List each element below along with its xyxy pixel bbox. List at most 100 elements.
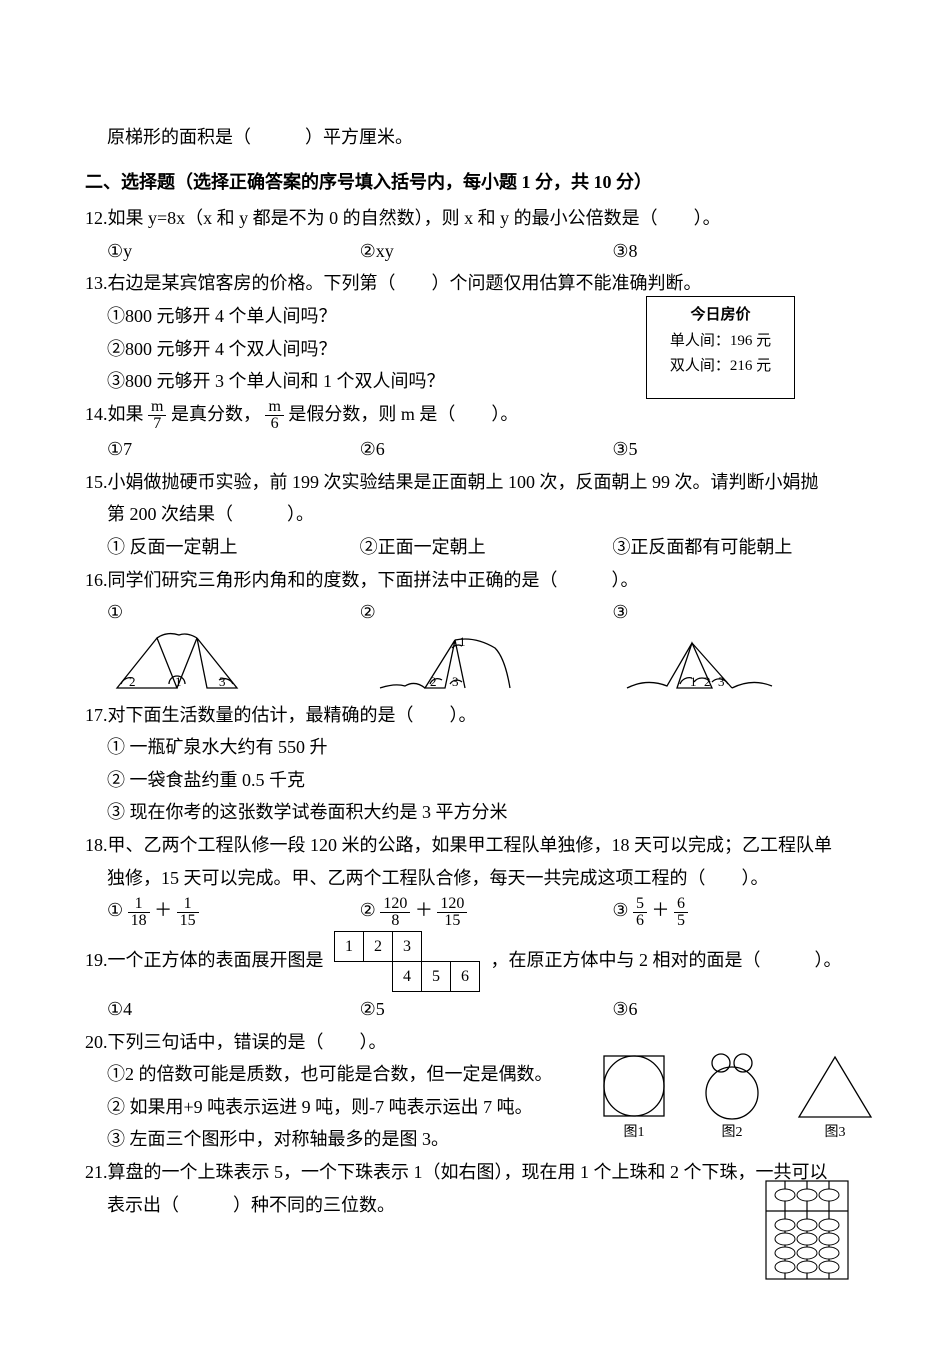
q20-label-c: 图3 [795,1121,875,1145]
q16-svg-a: 2 1 3 [107,628,267,698]
q20-block: 20.下列三句话中，错误的是（ ）。 ①2 的倍数可能是质数，也可能是合数，但一… [85,1027,865,1155]
q20-shape-c: 图3 [795,1051,875,1145]
q18-a-pre: ① [107,900,123,920]
q15-stem1: 15.小娟做抛硬币实验，前 199 次实验结果是正面朝上 100 次，反面朝上 … [85,467,865,498]
q20-shape-a: 图1 [599,1051,669,1145]
q19-net-3: 3 [393,931,422,961]
q12-opt-a: ①y [107,236,360,267]
q21-abacus-svg [760,1175,855,1285]
q14-stem: 14.如果 m 7 是真分数， m 6 是假分数，则 m 是（ ）。 [85,399,865,432]
q12-stem: 12.如果 y=8x（x 和 y 都是不为 0 的自然数），则 x 和 y 的最… [85,203,865,234]
svg-text:3: 3 [452,674,459,689]
svg-text:2: 2 [129,674,136,689]
q12-opts: ①y ②xy ③8 [85,236,865,267]
q19-opt-b: ②5 [360,994,613,1025]
svg-text:3: 3 [219,674,226,689]
q18-opts: ① 1 18 ＋ 1 15 ② 120 8 ＋ 120 15 ③ 5 6 ＋ 6 [85,895,865,928]
q14-frac1-den: 7 [148,416,166,432]
q18-b-f1: 120 8 [380,896,410,929]
q16-svg-b: 2 3 1 [360,628,530,698]
q18-b-f2n: 120 [437,896,467,913]
q20-svg-c [795,1051,875,1121]
q18-opt-a: ① 1 18 ＋ 1 15 [107,895,360,928]
q18-opt-b: ② 120 8 ＋ 120 15 [360,895,613,928]
q13-price-box: 今日房价 单人间：196 元 双人间：216 元 [646,296,795,399]
q18-b-f1n: 120 [380,896,410,913]
q20-shapes: 图1 图2 图3 [599,1051,875,1145]
q19-opts: ①4 ②5 ③6 [85,994,865,1025]
q18-a-f1n: 1 [128,896,150,913]
q19-opt-c: ③6 [612,994,865,1025]
q18-a-plus: ＋ [154,900,172,920]
q17-o3: ③ 现在你考的这张数学试卷面积大约是 3 平方分米 [85,797,865,828]
q18-b-f2d: 15 [437,913,467,929]
q18-a-f2n: 1 [177,896,199,913]
svg-text:2: 2 [430,674,437,689]
q14-post: 是假分数，则 m 是（ ）。 [288,404,518,424]
q16-fig-a: ① 2 1 3 [107,597,360,698]
q21-stem2: 表示出（ ）种不同的三位数。 [85,1190,865,1221]
q18-opt-c: ③ 5 6 ＋ 6 5 [612,895,865,928]
q15-stem2: 第 200 次结果（ ）。 [85,499,865,530]
q18-c-pre: ③ [612,900,628,920]
q18-c-f2: 6 5 [674,896,688,929]
svg-text:2: 2 [704,674,711,689]
q15-o2: ②正面一定朝上 [360,532,613,563]
q20-label-b: 图2 [697,1121,767,1145]
q16-label-a: ① [107,603,123,621]
q18-b-f2: 120 15 [437,896,467,929]
q20-svg-a [599,1051,669,1121]
q19-net-5: 5 [422,961,451,991]
q17-o1: ① 一瓶矿泉水大约有 550 升 [85,732,865,763]
q18-b-plus: ＋ [415,900,433,920]
q14-opt-a: ①7 [107,434,360,465]
q20-shape-b: 图2 [697,1051,767,1145]
q19-stem: 19.一个正方体的表面展开图是 1 2 3 4 5 6 ，在原正方体中与 2 相… [85,931,865,992]
q21-block: 21.算盘的一个上珠表示 5，一个下珠表示 1（如右图），现在用 1 个上珠和 … [85,1157,865,1220]
q14-opt-c: ③5 [612,434,865,465]
q19-net-1: 1 [335,931,364,961]
svg-text:1: 1 [690,674,697,689]
q18-c-f2n: 6 [674,896,688,913]
q21-stem1: 21.算盘的一个上珠表示 5，一个下珠表示 1（如右图），现在用 1 个上珠和 … [85,1157,865,1188]
q18-a-f1: 1 18 [128,896,150,929]
svg-text:1: 1 [175,674,182,689]
q18-b-f1d: 8 [380,913,410,929]
q20-label-a: 图1 [599,1121,669,1145]
q18-c-plus: ＋ [651,900,669,920]
q11-tail: 原梯形的面积是（ ）平方厘米。 [85,122,865,153]
q16-label-c: ③ [612,603,628,621]
q19-net-e2 [451,931,480,961]
q13-price-title: 今日房价 [653,303,788,329]
q19-net-e4 [364,961,393,991]
q14-frac2-num: m [265,399,283,416]
q12-opt-c: ③8 [612,236,865,267]
q16-figs: ① 2 1 3 ② [85,597,865,698]
q14-frac2: m 6 [265,399,283,432]
q13-price-line2: 双人间：216 元 [653,354,788,380]
q19-net-6: 6 [451,961,480,991]
q16-stem: 16.同学们研究三角形内角和的度数，下面拼法中正确的是（ ）。 [85,565,865,596]
q19-net: 1 2 3 4 5 6 [334,931,480,992]
q15-o3: ③正反面都有可能朝上 [612,532,865,563]
q14-opts: ①7 ②6 ③5 [85,434,865,465]
q17-stem: 17.对下面生活数量的估计，最精确的是（ ）。 [85,700,865,731]
q18-a-f2: 1 15 [177,896,199,929]
q15-opts: ① 反面一定朝上 ②正面一定朝上 ③正反面都有可能朝上 [85,532,865,563]
q19-net-e3 [335,961,364,991]
svg-text:3: 3 [718,674,725,689]
q19-post: ，在原正方体中与 2 相对的面是（ ）。 [491,949,842,969]
q19-net-4: 4 [393,961,422,991]
q15-o1: ① 反面一定朝上 [107,532,360,563]
q14-pre: 14.如果 [85,404,148,424]
q19-opt-a: ①4 [107,994,360,1025]
q17-o2: ② 一袋食盐约重 0.5 千克 [85,765,865,796]
q14-opt-b: ②6 [360,434,613,465]
q12-opt-b: ②xy [360,236,613,267]
q19-net-e1 [422,931,451,961]
q16-fig-b: ② 2 3 1 [360,597,613,698]
q16-label-b: ② [360,603,376,621]
q21-abacus [760,1175,855,1285]
svg-text:1: 1 [459,634,466,649]
q18-stem1: 18.甲、乙两个工程队修一段 120 米的公路，如果甲工程队单独修，18 天可以… [85,830,865,861]
